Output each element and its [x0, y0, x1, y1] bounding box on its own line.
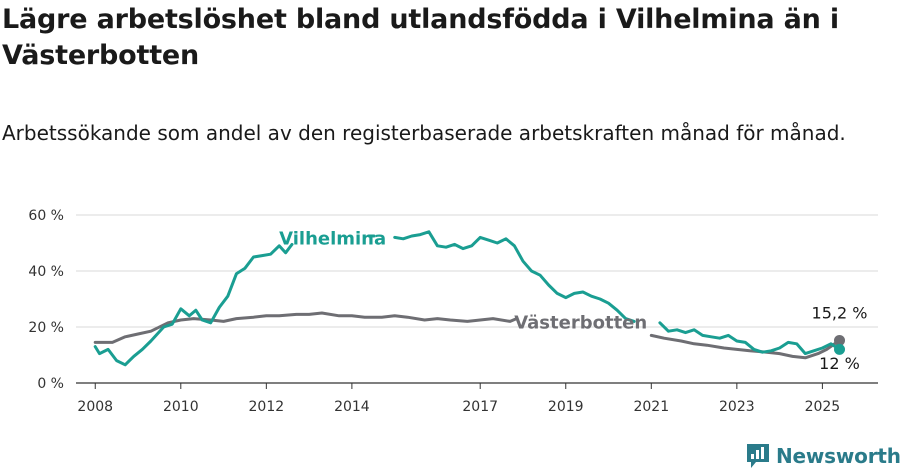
chart-subtitle: Arbetssökande som andel av den registerb…: [2, 121, 846, 145]
x-tick-label: 2010: [163, 399, 199, 415]
end-point-v-sterbotten: [834, 334, 846, 346]
series-label-vilhelmina: Vilhelmina: [279, 228, 386, 249]
newsworthy-bars-icon: [747, 444, 769, 468]
y-tick-label: 0 %: [37, 376, 64, 392]
chart-title: Lägre arbetslöshet bland utlandsfödda i …: [2, 4, 839, 71]
x-tick-label: 2012: [249, 399, 285, 415]
y-axis-ticks: 0 % 20 % 40 % 60 %: [28, 208, 64, 392]
series-labels: Vilhelmina Västerbotten 15,2 % 12 %: [279, 228, 867, 373]
series-line-vilhelmina: [658, 321, 841, 356]
x-tick-label: 2008: [77, 399, 113, 415]
y-tick-label: 40 %: [28, 264, 64, 280]
x-tick-label: 2021: [633, 399, 669, 415]
newsworthy-wordmark: Newsworthy: [776, 444, 900, 468]
newsworthy-logo[interactable]: Newsworthy: [745, 441, 900, 471]
series-line-vilhelmina: [393, 230, 636, 323]
series-line-v-sterbotten: [93, 311, 519, 344]
x-tick-label: 2014: [334, 399, 370, 415]
series-lines: [93, 230, 846, 367]
end-value-label: 15,2 %: [812, 304, 868, 323]
gridlines: [76, 214, 878, 384]
series-label-v-sterbotten: Västerbotten: [514, 312, 647, 333]
x-axis: 2008 2010 2012 2014 2017 2019 2021 2023 2025: [77, 383, 840, 415]
x-tick-label: 2025: [805, 399, 841, 415]
series-line-v-sterbotten: [649, 333, 841, 360]
x-tick-label: 2023: [719, 399, 755, 415]
end-value-label: 12 %: [819, 354, 860, 373]
y-tick-label: 60 %: [28, 208, 64, 224]
x-tick-label: 2017: [462, 399, 498, 415]
series-line-vilhelmina: [93, 242, 294, 367]
y-tick-label: 20 %: [28, 320, 64, 336]
end-point-vilhelmina: [834, 343, 846, 355]
x-tick-label: 2019: [548, 399, 584, 415]
